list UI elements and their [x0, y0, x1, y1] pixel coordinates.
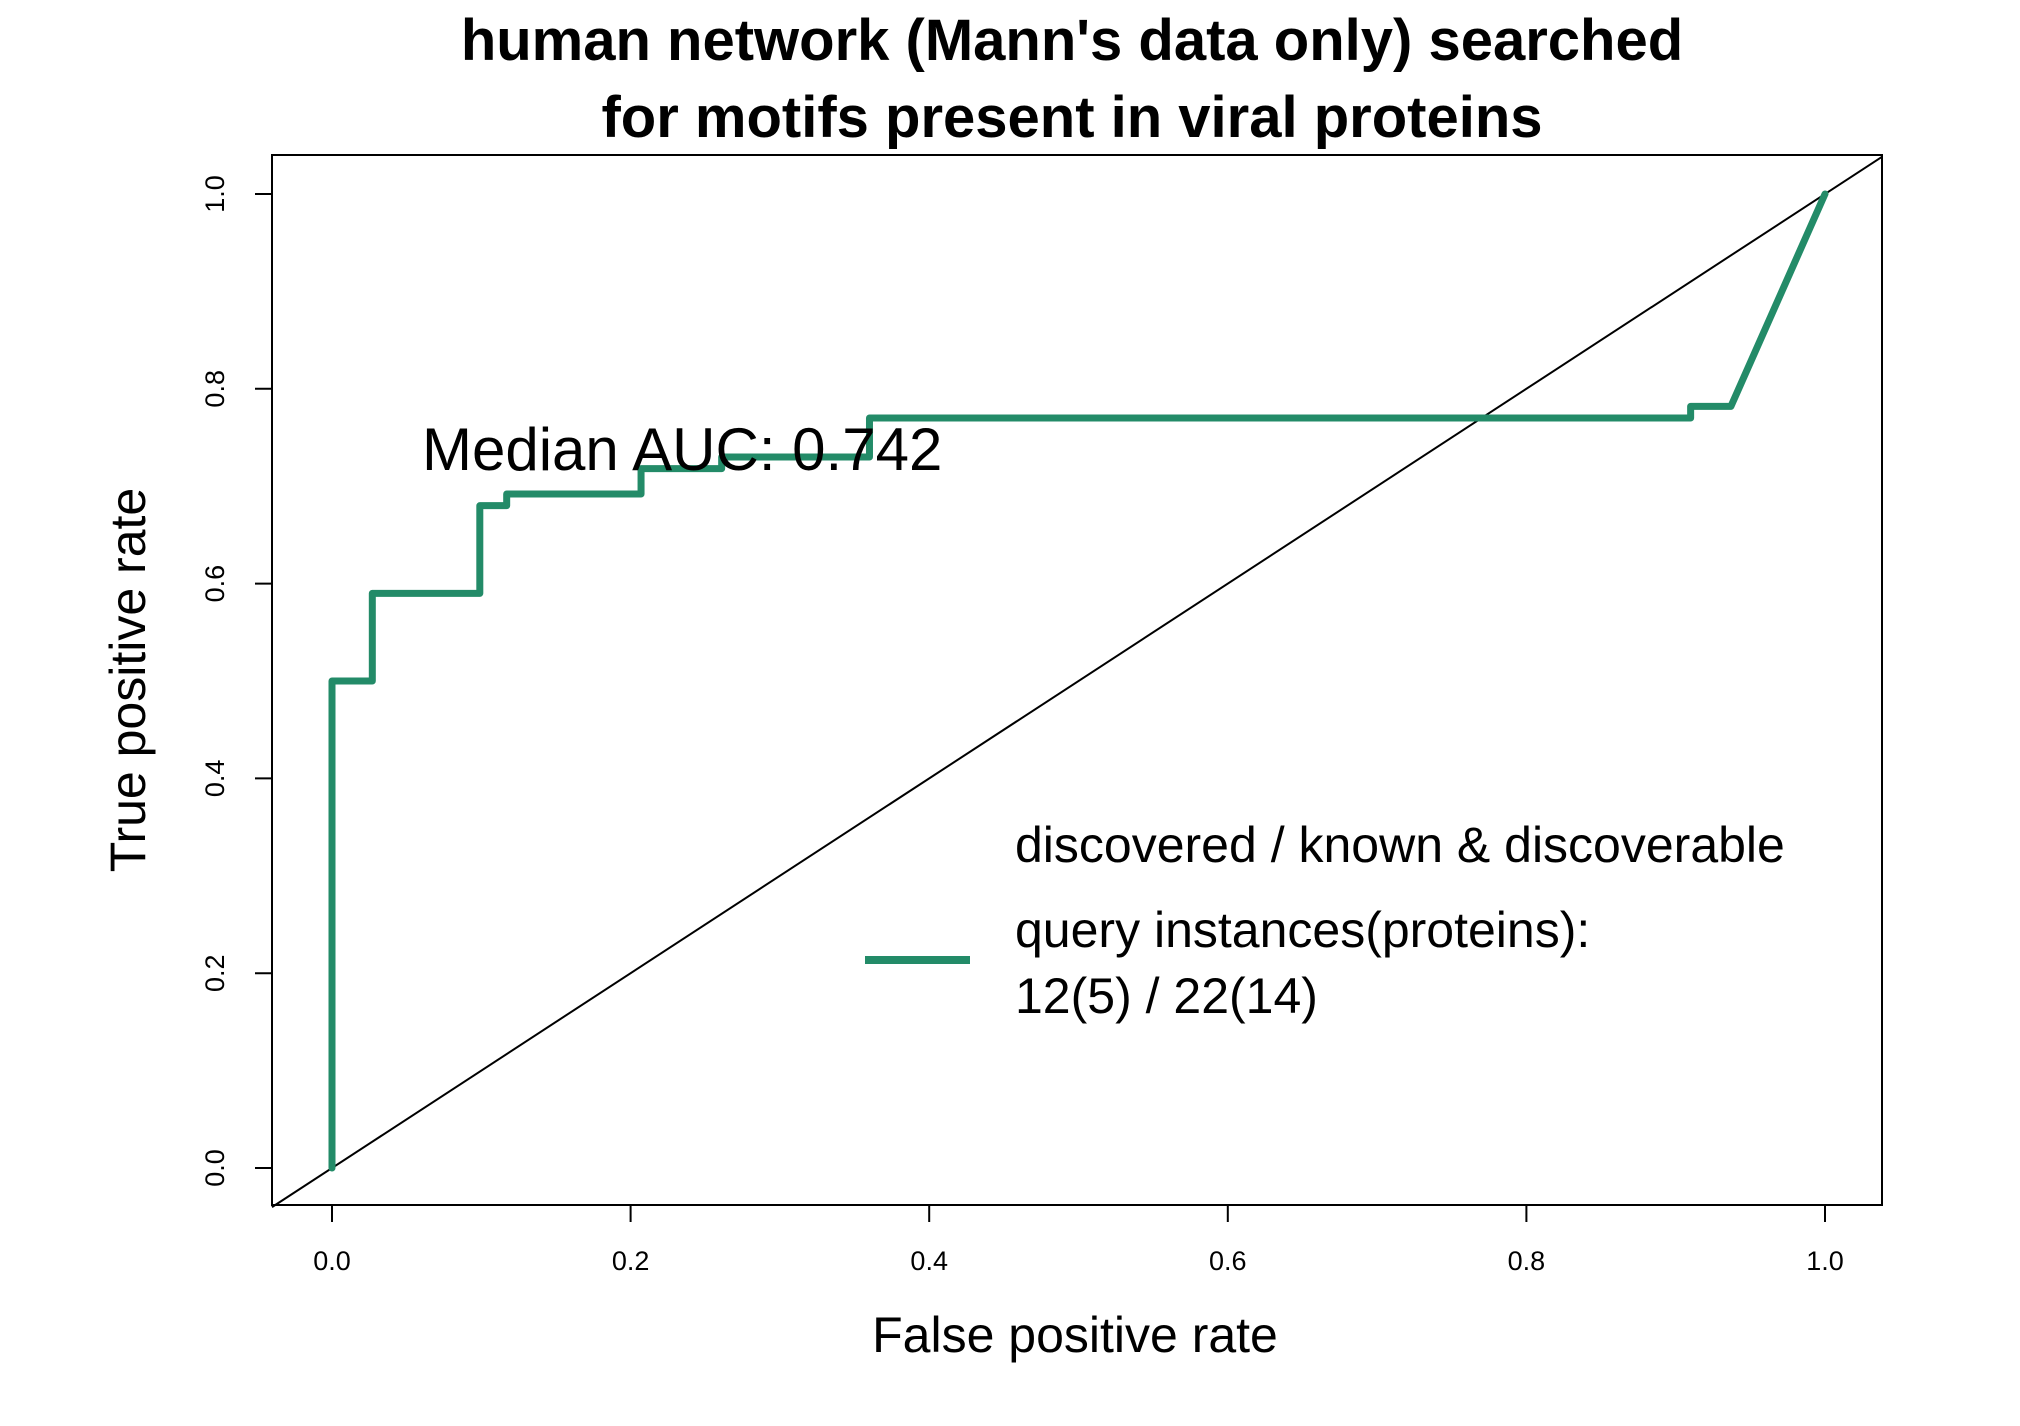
median-auc-annotation: Median AUC: 0.742 — [422, 416, 942, 483]
x-tick-label: 0.4 — [910, 1246, 948, 1276]
chart-title-line-2: for motifs present in viral proteins — [601, 85, 1542, 150]
plot-frame — [271, 154, 1883, 1206]
random-classifier-diagonal — [271, 155, 1883, 1208]
x-tick-label: 0.8 — [1508, 1246, 1546, 1276]
x-tick-label: 0.0 — [313, 1246, 351, 1276]
roc-curve-series-0 — [328, 190, 1829, 1172]
legend: discovered / known & discoverable query … — [865, 817, 1785, 1024]
y-tick-label: 0.0 — [200, 1149, 230, 1187]
y-tick-label: 1.0 — [200, 175, 230, 213]
series-layer — [328, 190, 1829, 1172]
y-tick-label: 0.6 — [200, 565, 230, 603]
chart-title-line-1: human network (Mann's data only) searche… — [461, 8, 1683, 73]
x-axis: 0.0 0.2 0.4 0.6 0.8 1.0 — [313, 1204, 1844, 1276]
y-tick-label: 0.4 — [200, 760, 230, 798]
x-axis-label: False positive rate — [872, 1307, 1278, 1363]
x-tick-label: 0.2 — [612, 1246, 650, 1276]
legend-entry-line-2: 12(5) / 22(14) — [1015, 968, 1318, 1024]
x-tick-label: 0.6 — [1209, 1246, 1247, 1276]
y-tick-label: 0.8 — [200, 370, 230, 408]
legend-entry-line-1: query instances(proteins): — [1015, 902, 1590, 958]
y-tick-label: 0.2 — [200, 954, 230, 992]
x-tick-label: 1.0 — [1806, 1246, 1844, 1276]
y-axis-label: True positive rate — [100, 488, 156, 872]
legend-header: discovered / known & discoverable — [1015, 817, 1785, 873]
y-axis: 0.0 0.2 0.4 0.6 0.8 1.0 — [200, 175, 273, 1187]
